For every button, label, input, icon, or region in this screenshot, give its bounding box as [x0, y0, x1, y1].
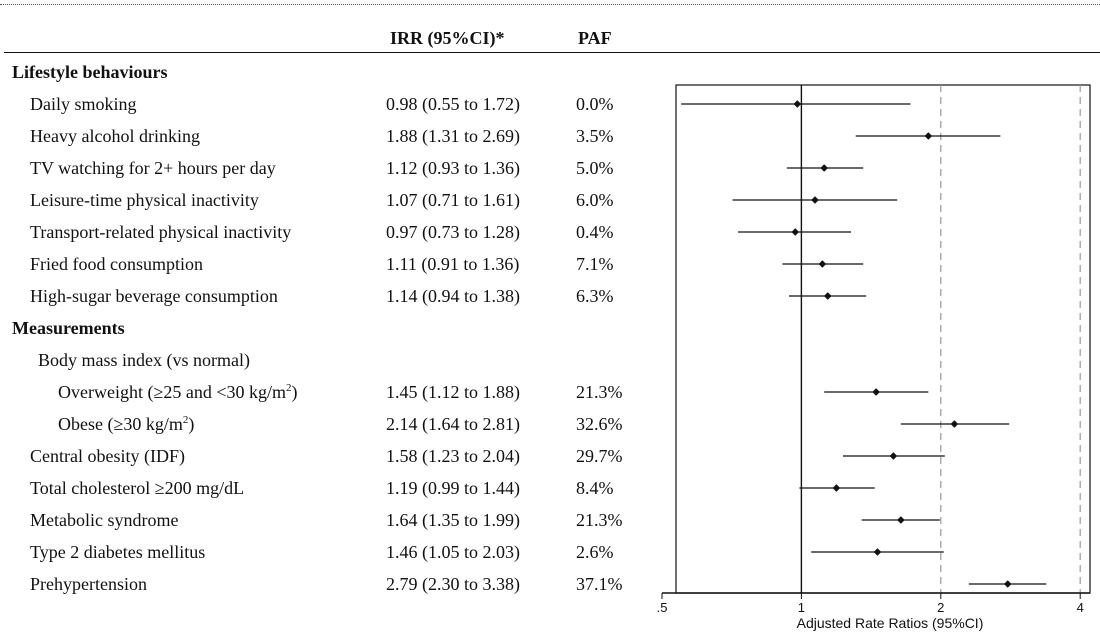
x-tick-label: 1 [798, 600, 805, 615]
row-label: Body mass index (vs normal) [38, 350, 250, 370]
table-row: Central obesity (IDF) 1.58 (1.23 to 2.04)… [0, 445, 640, 477]
x-tick-label: 2 [937, 600, 944, 615]
row-label: Prehypertension [30, 574, 147, 594]
table-row: Metabolic syndrome 1.64 (1.35 to 1.99) 21.… [0, 509, 640, 541]
table-row: TV watching for 2+ hours per day 1.12 (0.… [0, 157, 640, 189]
point-estimate [897, 516, 905, 524]
row-label: TV watching for 2+ hours per day [30, 158, 276, 178]
point-estimate [793, 100, 802, 108]
irr-value: 1.88 (1.31 to 2.69) [386, 126, 520, 146]
irr-value: 1.46 (1.05 to 2.03) [386, 542, 520, 562]
irr-value: 0.98 (0.55 to 1.72) [386, 94, 520, 114]
row-label: Obese (≥30 kg/m2) [58, 414, 195, 434]
section-header: Lifestyle behaviours [0, 61, 640, 93]
paf-value: 37.1% [576, 574, 623, 594]
irr-value: 2.79 (2.30 to 3.38) [386, 574, 520, 594]
row-label: Central obesity (IDF) [30, 446, 185, 466]
section-label: Measurements [12, 318, 125, 338]
irr-value: 1.64 (1.35 to 1.99) [386, 510, 520, 530]
table-row: Total cholesterol ≥200 mg/dL 1.19 (0.99 t… [0, 477, 640, 509]
x-tick-label: .5 [657, 600, 668, 615]
paf-value: 0.4% [576, 222, 614, 242]
table-row: Leisure-time physical inactivity 1.07 (0.… [0, 189, 640, 221]
table-row: Type 2 diabetes mellitus 1.46 (1.05 to 2.… [0, 541, 640, 573]
paf-value: 29.7% [576, 446, 623, 466]
header-rule [4, 52, 1100, 53]
irr-value: 1.58 (1.23 to 2.04) [386, 446, 520, 466]
row-label: Transport-related physical inactivity [30, 222, 292, 242]
paf-value: 21.3% [576, 382, 623, 402]
paf-value: 7.1% [576, 254, 614, 274]
table-row: Transport-related physical inactivity 0.9… [0, 221, 640, 253]
paf-value: 0.0% [576, 94, 614, 114]
row-label: Type 2 diabetes mellitus [30, 542, 206, 562]
paf-value: 8.4% [576, 478, 614, 498]
paf-value: 2.6% [576, 542, 614, 562]
row-label: Fried food consumption [30, 254, 203, 274]
row-label: Daily smoking [30, 94, 137, 114]
irr-value: 1.07 (0.71 to 1.61) [386, 190, 520, 210]
row-label: High-sugar beverage consumption [30, 286, 278, 306]
table-row: Overweight (≥25 and <30 kg/m2) 1.45 (1.12… [0, 381, 640, 413]
irr-value: 2.14 (1.64 to 2.81) [386, 414, 520, 434]
irr-value: 0.97 (0.73 to 1.28) [386, 222, 520, 242]
x-tick-label: 4 [1077, 600, 1084, 615]
table-row: Fried food consumption 1.11 (0.91 to 1.36… [0, 253, 640, 285]
point-estimate [820, 164, 828, 172]
irr-value: 1.11 (0.91 to 1.36) [386, 254, 520, 274]
row-label: Overweight (≥25 and <30 kg/m2) [58, 382, 298, 402]
point-estimate [791, 228, 800, 236]
point-estimate [924, 132, 933, 140]
row-label: Leisure-time physical inactivity [30, 190, 259, 210]
irr-value: 1.45 (1.12 to 1.88) [386, 382, 520, 402]
row-label: Heavy alcohol drinking [30, 126, 200, 146]
paf-value: 5.0% [576, 158, 614, 178]
point-estimate [889, 452, 898, 460]
point-estimate [823, 292, 832, 300]
point-estimate [950, 420, 959, 428]
plot-frame [675, 84, 1091, 594]
table-row: High-sugar beverage consumption 1.14 (0.9… [0, 285, 640, 317]
point-estimate [1003, 580, 1012, 588]
paf-value: 3.5% [576, 126, 614, 146]
paf-value: 32.6% [576, 414, 623, 434]
paf-value: 6.3% [576, 286, 614, 306]
header-paf: PAF [578, 28, 612, 48]
table-row: Obese (≥30 kg/m2) 2.14 (1.64 to 2.81) 32.6… [0, 413, 640, 445]
top-dotted-rule [0, 4, 1100, 5]
table-row: Daily smoking 0.98 (0.55 to 1.72) 0.0% [0, 93, 640, 125]
point-estimate [873, 548, 882, 556]
paf-value: 21.3% [576, 510, 623, 530]
table-row: Heavy alcohol drinking 1.88 (1.31 to 2.69… [0, 125, 640, 157]
row-label: Total cholesterol ≥200 mg/dL [30, 478, 245, 498]
table-row: Body mass index (vs normal) [0, 349, 640, 381]
point-estimate [818, 260, 827, 268]
table-row: Prehypertension 2.79 (2.30 to 3.38) 37.1% [0, 573, 640, 605]
irr-value: 1.19 (0.99 to 1.44) [386, 478, 520, 498]
point-estimate [832, 484, 841, 492]
header-irr: IRR (95%CI)* [390, 28, 505, 48]
section-header: Measurements [0, 317, 640, 349]
section-label: Lifestyle behaviours [12, 62, 168, 82]
x-axis-label: Adjusted Rate Ratios (95%CI) [797, 615, 984, 631]
point-estimate [811, 196, 819, 204]
irr-value: 1.12 (0.93 to 1.36) [386, 158, 520, 178]
irr-value: 1.14 (0.94 to 1.38) [386, 286, 520, 306]
point-estimate [872, 388, 880, 396]
paf-value: 6.0% [576, 190, 614, 210]
row-label: Metabolic syndrome [30, 510, 179, 530]
